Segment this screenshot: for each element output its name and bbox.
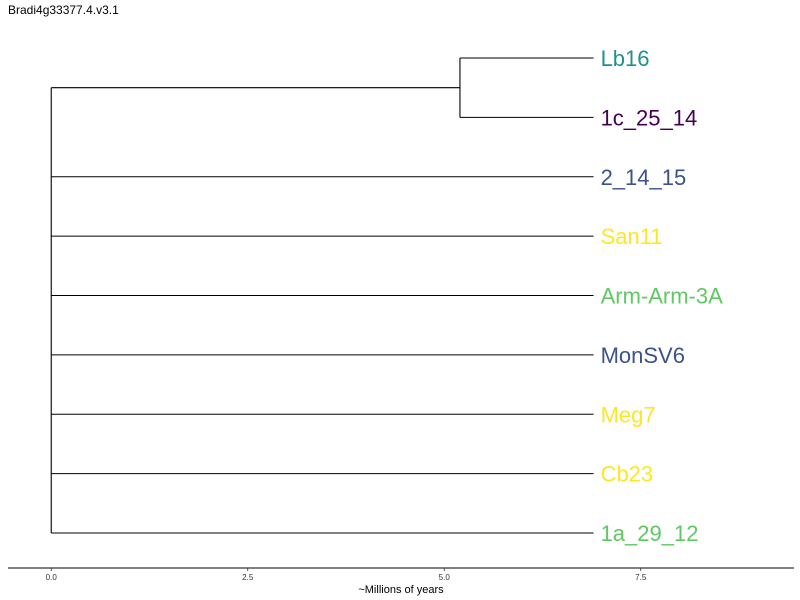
tip-label: 2_14_15	[601, 165, 687, 190]
tip-label: Arm-Arm-3A	[601, 284, 724, 309]
tip-label: 1c_25_14	[601, 105, 698, 130]
x-tick-label: 0.0	[46, 573, 58, 582]
tip-label: MonSV6	[601, 343, 685, 368]
x-tick-label: 2.5	[242, 573, 254, 582]
x-tick-label: 5.0	[439, 573, 451, 582]
x-axis-title: ~Millions of years	[358, 584, 444, 596]
x-axis-ticks: 0.0 2.5 5.0 7.5	[46, 568, 647, 582]
tip-label: Cb23	[601, 462, 654, 487]
x-axis: 0.0 2.5 5.0 7.5 ~Millions of years	[8, 567, 794, 596]
tip-label: San11	[601, 224, 663, 249]
x-tick-label: 7.5	[635, 573, 647, 582]
tip-label: Lb16	[601, 46, 650, 71]
chart-title: Bradi4g33377.4.v3.1	[8, 3, 119, 17]
tip-label: 1a_29_12	[601, 521, 699, 546]
tip-labels: Lb16 1c_25_14 2_14_15 San11 Arm-Arm-3A MonSV6…	[601, 46, 724, 546]
tip-label: Meg7	[601, 402, 656, 427]
tree-branches	[50, 57, 594, 534]
